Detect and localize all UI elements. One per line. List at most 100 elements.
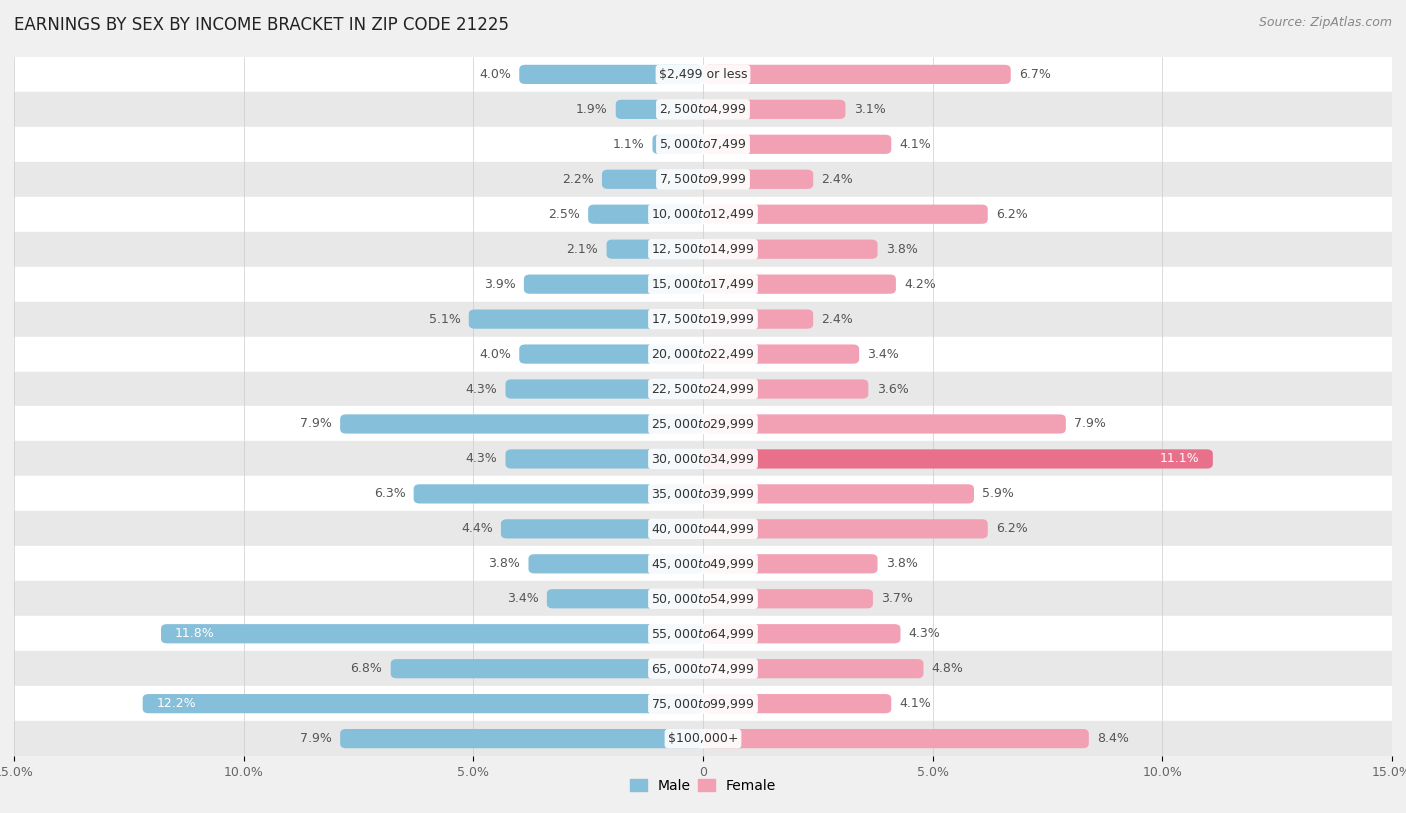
Text: 4.1%: 4.1% [900,138,931,150]
Text: 4.0%: 4.0% [479,68,510,80]
Text: $7,500 to $9,999: $7,500 to $9,999 [659,172,747,186]
Text: $2,500 to $4,999: $2,500 to $4,999 [659,102,747,116]
Text: 6.8%: 6.8% [350,663,382,675]
Text: 2.1%: 2.1% [567,243,599,255]
FancyBboxPatch shape [340,415,703,433]
FancyBboxPatch shape [652,135,703,154]
Text: 4.3%: 4.3% [465,383,498,395]
FancyBboxPatch shape [468,310,703,328]
FancyBboxPatch shape [703,415,1066,433]
FancyBboxPatch shape [703,729,1088,748]
Text: $100,000+: $100,000+ [668,733,738,745]
FancyBboxPatch shape [616,100,703,119]
FancyBboxPatch shape [602,170,703,189]
Text: $65,000 to $74,999: $65,000 to $74,999 [651,662,755,676]
Text: 3.6%: 3.6% [876,383,908,395]
Text: 5.9%: 5.9% [983,488,1014,500]
Text: 3.8%: 3.8% [886,243,918,255]
Text: 4.2%: 4.2% [904,278,936,290]
Text: Source: ZipAtlas.com: Source: ZipAtlas.com [1258,16,1392,29]
FancyBboxPatch shape [524,275,703,293]
Text: 4.4%: 4.4% [461,523,492,535]
Text: 4.0%: 4.0% [479,348,510,360]
FancyBboxPatch shape [703,520,988,538]
Text: $45,000 to $49,999: $45,000 to $49,999 [651,557,755,571]
Text: $75,000 to $99,999: $75,000 to $99,999 [651,697,755,711]
Text: 7.9%: 7.9% [299,418,332,430]
Text: 7.9%: 7.9% [299,733,332,745]
Legend: Male, Female: Male, Female [624,773,782,798]
FancyBboxPatch shape [703,100,845,119]
Text: 6.7%: 6.7% [1019,68,1050,80]
FancyBboxPatch shape [703,65,1011,84]
Text: 3.8%: 3.8% [886,558,918,570]
Text: $17,500 to $19,999: $17,500 to $19,999 [651,312,755,326]
FancyBboxPatch shape [703,345,859,363]
FancyBboxPatch shape [703,450,1213,468]
FancyBboxPatch shape [703,170,813,189]
Text: 2.4%: 2.4% [821,173,853,185]
Text: $50,000 to $54,999: $50,000 to $54,999 [651,592,755,606]
Text: 3.1%: 3.1% [853,103,886,115]
Text: 4.8%: 4.8% [932,663,963,675]
Text: 3.4%: 3.4% [868,348,900,360]
FancyBboxPatch shape [703,624,900,643]
Text: 3.8%: 3.8% [488,558,520,570]
FancyBboxPatch shape [703,240,877,259]
FancyBboxPatch shape [703,275,896,293]
Text: 8.4%: 8.4% [1097,733,1129,745]
FancyBboxPatch shape [703,554,877,573]
FancyBboxPatch shape [413,485,703,503]
FancyBboxPatch shape [606,240,703,259]
FancyBboxPatch shape [703,485,974,503]
Text: $30,000 to $34,999: $30,000 to $34,999 [651,452,755,466]
FancyBboxPatch shape [391,659,703,678]
Text: 3.4%: 3.4% [506,593,538,605]
FancyBboxPatch shape [519,345,703,363]
Text: 4.3%: 4.3% [908,628,941,640]
FancyBboxPatch shape [519,65,703,84]
FancyBboxPatch shape [506,450,703,468]
Text: 7.9%: 7.9% [1074,418,1107,430]
FancyBboxPatch shape [703,310,813,328]
FancyBboxPatch shape [703,205,988,224]
Text: 4.3%: 4.3% [465,453,498,465]
FancyBboxPatch shape [703,659,924,678]
Text: $55,000 to $64,999: $55,000 to $64,999 [651,627,755,641]
Text: 1.9%: 1.9% [575,103,607,115]
Text: EARNINGS BY SEX BY INCOME BRACKET IN ZIP CODE 21225: EARNINGS BY SEX BY INCOME BRACKET IN ZIP… [14,16,509,34]
FancyBboxPatch shape [588,205,703,224]
Text: 2.4%: 2.4% [821,313,853,325]
Text: $5,000 to $7,499: $5,000 to $7,499 [659,137,747,151]
Text: $25,000 to $29,999: $25,000 to $29,999 [651,417,755,431]
Text: $35,000 to $39,999: $35,000 to $39,999 [651,487,755,501]
FancyBboxPatch shape [703,589,873,608]
Text: 2.5%: 2.5% [548,208,579,220]
Text: 12.2%: 12.2% [156,698,195,710]
FancyBboxPatch shape [703,380,869,398]
Text: 6.2%: 6.2% [995,523,1028,535]
FancyBboxPatch shape [703,135,891,154]
Text: 4.1%: 4.1% [900,698,931,710]
Text: 5.1%: 5.1% [429,313,461,325]
Text: 11.1%: 11.1% [1160,453,1199,465]
FancyBboxPatch shape [340,729,703,748]
Text: 6.3%: 6.3% [374,488,405,500]
Text: 3.9%: 3.9% [484,278,516,290]
Text: 11.8%: 11.8% [174,628,215,640]
Text: 6.2%: 6.2% [995,208,1028,220]
Text: $40,000 to $44,999: $40,000 to $44,999 [651,522,755,536]
Text: $22,500 to $24,999: $22,500 to $24,999 [651,382,755,396]
Text: 3.7%: 3.7% [882,593,912,605]
FancyBboxPatch shape [547,589,703,608]
Text: $10,000 to $12,499: $10,000 to $12,499 [651,207,755,221]
FancyBboxPatch shape [142,694,703,713]
Text: 1.1%: 1.1% [613,138,644,150]
FancyBboxPatch shape [162,624,703,643]
Text: $12,500 to $14,999: $12,500 to $14,999 [651,242,755,256]
FancyBboxPatch shape [501,520,703,538]
Text: $20,000 to $22,499: $20,000 to $22,499 [651,347,755,361]
FancyBboxPatch shape [703,694,891,713]
Text: $15,000 to $17,499: $15,000 to $17,499 [651,277,755,291]
Text: 2.2%: 2.2% [562,173,593,185]
